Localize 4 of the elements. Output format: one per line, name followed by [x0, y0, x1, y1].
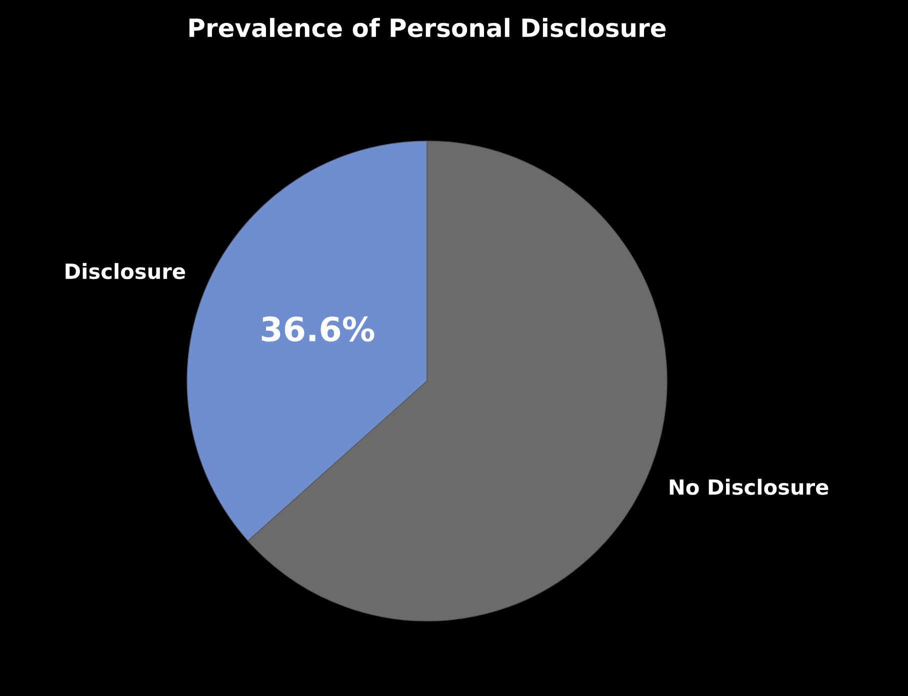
- slice-label: Disclosure: [66, 263, 186, 280]
- chart-title: Prevalence of Personal Disclosure: [189, 18, 666, 38]
- data-label: 36.6%: [262, 316, 374, 342]
- slice-label: No Disclosure: [670, 478, 828, 495]
